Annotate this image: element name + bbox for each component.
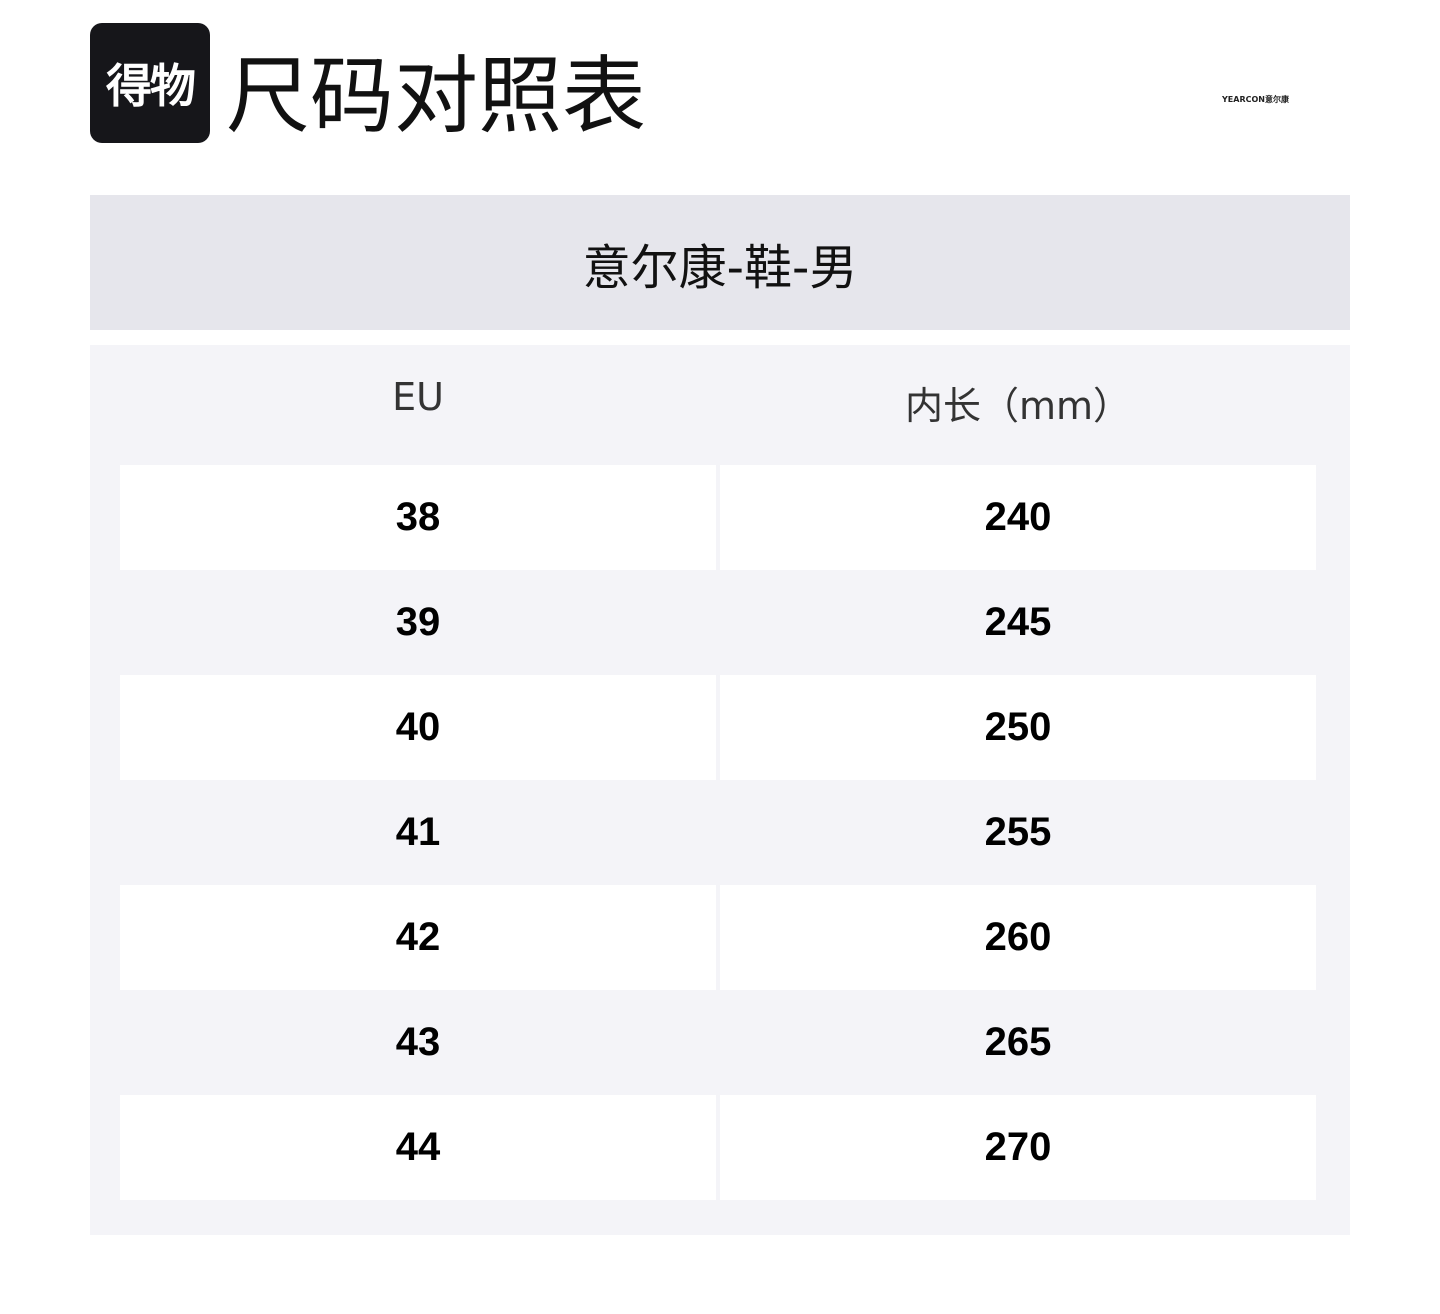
length-cell: 255 — [984, 810, 1052, 854]
length-cell: 260 — [720, 885, 1316, 990]
eu-size-cell: 42 — [120, 885, 716, 990]
column-header-length: 内长（mm） — [904, 384, 1132, 428]
brand-label: YEARCON意尔康 — [1222, 95, 1289, 104]
size-table: EU 内长（mm） 38 240 39 245 40 250 41 255 42 260 43 265… — [90, 345, 1350, 1235]
eu-size-cell: 44 — [120, 1095, 716, 1200]
eu-size-cell: 38 — [120, 465, 716, 570]
eu-size-cell: 39 — [395, 600, 441, 644]
length-cell: 245 — [984, 600, 1052, 644]
eu-size-cell: 43 — [395, 1020, 441, 1064]
page-title: 尺码对照表 — [226, 47, 647, 145]
length-cell: 250 — [720, 675, 1316, 780]
table-row: 40 250 — [120, 675, 1316, 780]
table-row: 44 270 — [120, 1095, 1316, 1200]
table-row: 39 245 — [120, 570, 1316, 675]
length-cell: 240 — [720, 465, 1316, 570]
eu-size-cell: 40 — [120, 675, 716, 780]
table-row: 41 255 — [120, 780, 1316, 885]
dewu-logo: 得物 — [90, 23, 210, 143]
length-cell: 265 — [984, 1020, 1052, 1064]
eu-size-cell: 41 — [395, 810, 441, 854]
size-chart-title: 意尔康-鞋-男 — [90, 195, 1350, 330]
logo-text: 得物 — [106, 59, 196, 113]
column-header-eu: EU — [392, 375, 444, 419]
table-row: 42 260 — [120, 885, 1316, 990]
table-row: 38 240 — [120, 465, 1316, 570]
size-chart-title-text: 意尔康-鞋-男 — [582, 239, 858, 296]
length-cell: 270 — [720, 1095, 1316, 1200]
table-row: 43 265 — [120, 990, 1316, 1095]
